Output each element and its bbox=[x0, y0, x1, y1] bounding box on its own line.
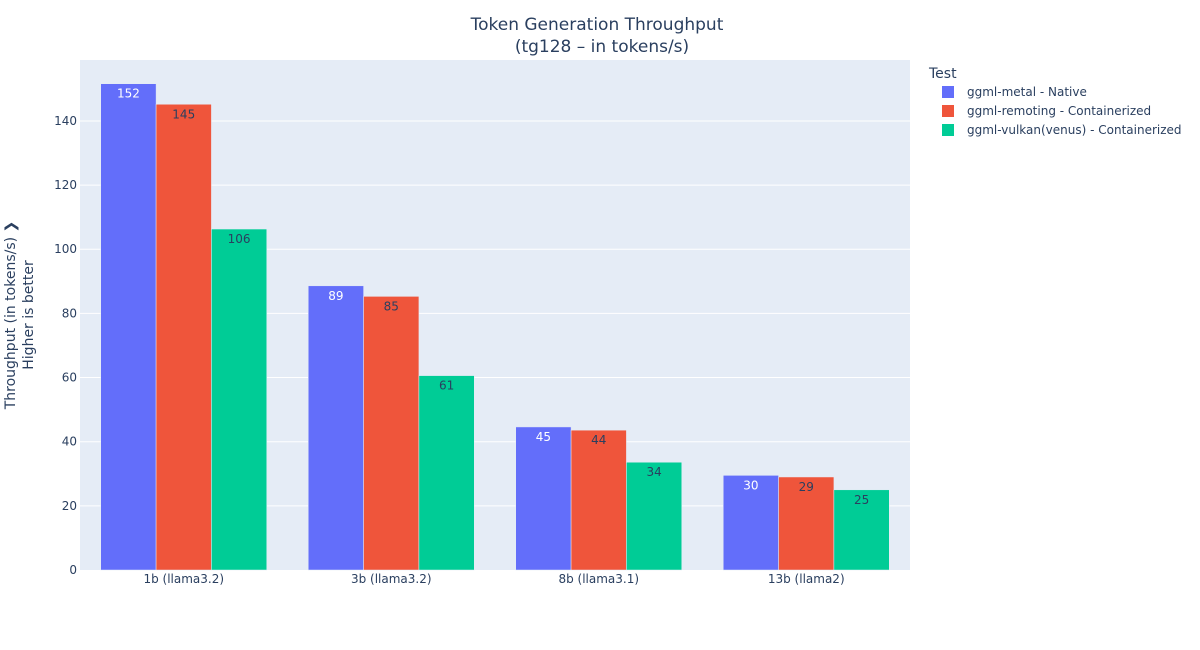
x-axis-ticks: 1b (llama3.2) 3b (llama3.2) 8b (llama3.1) 1… bbox=[143, 572, 844, 586]
bars bbox=[100, 83, 890, 571]
y-tick-label: 120 bbox=[54, 178, 77, 192]
bar-value-label: 145 bbox=[172, 107, 195, 121]
bar bbox=[211, 228, 268, 571]
chart-title: Token Generation Throughput bbox=[470, 15, 724, 35]
y-tick-label: 80 bbox=[62, 306, 77, 320]
bar-value-label: 152 bbox=[117, 87, 140, 101]
legend-swatch bbox=[942, 124, 954, 136]
y-axis-ticks: 0 20 40 60 80 100 120 140 bbox=[54, 114, 77, 577]
y-tick-label: 40 bbox=[62, 435, 77, 449]
y-tick-label: 100 bbox=[54, 242, 77, 256]
bar-value-label: 30 bbox=[743, 478, 758, 492]
legend: Test ggml-metal - Native ggml-remoting - … bbox=[928, 66, 1182, 137]
bar bbox=[778, 476, 835, 571]
x-tick-label: 13b (llama2) bbox=[768, 572, 845, 586]
bar bbox=[626, 461, 683, 571]
y-tick-label: 20 bbox=[62, 499, 77, 513]
bar bbox=[418, 375, 475, 571]
bar-value-label: 106 bbox=[228, 232, 251, 246]
bar-value-label: 34 bbox=[646, 465, 661, 479]
legend-title: Test bbox=[928, 66, 957, 82]
y-axis-title: Throughput (in tokens/s) ❯ bbox=[3, 221, 19, 411]
bar bbox=[570, 429, 627, 571]
bar-value-label: 85 bbox=[384, 299, 399, 313]
bar bbox=[100, 83, 157, 571]
bar bbox=[363, 296, 420, 571]
legend-item-label: ggml-metal - Native bbox=[967, 85, 1087, 99]
bar bbox=[723, 475, 779, 571]
x-tick-label: 1b (llama3.2) bbox=[143, 572, 224, 586]
bar bbox=[515, 426, 572, 571]
legend-swatch bbox=[942, 86, 954, 98]
legend-swatch bbox=[942, 105, 954, 117]
legend-item-label: ggml-vulkan(venus) - Containerized bbox=[967, 123, 1182, 137]
x-tick-label: 8b (llama3.1) bbox=[558, 572, 639, 586]
bar bbox=[155, 104, 212, 571]
bar-value-label: 61 bbox=[439, 379, 454, 393]
legend-item-label: ggml-remoting - Containerized bbox=[967, 104, 1151, 118]
y-tick-label: 140 bbox=[54, 114, 77, 128]
bar bbox=[833, 489, 890, 571]
chart-subtitle: (tg128 – in tokens/s) bbox=[515, 37, 689, 57]
bar-value-label: 29 bbox=[799, 480, 814, 494]
y-tick-label: 0 bbox=[69, 563, 77, 577]
bar-labels: 152 145 106 89 85 61 45 44 34 30 29 25 bbox=[117, 87, 869, 507]
bar bbox=[308, 285, 364, 571]
bar-value-label: 45 bbox=[536, 430, 551, 444]
bar-value-label: 89 bbox=[328, 289, 343, 303]
x-tick-label: 3b (llama3.2) bbox=[351, 572, 432, 586]
y-axis-subtitle: Higher is better bbox=[21, 260, 37, 370]
bar-value-label: 44 bbox=[591, 433, 606, 447]
y-tick-label: 60 bbox=[62, 371, 77, 385]
bar-value-label: 25 bbox=[854, 493, 869, 507]
